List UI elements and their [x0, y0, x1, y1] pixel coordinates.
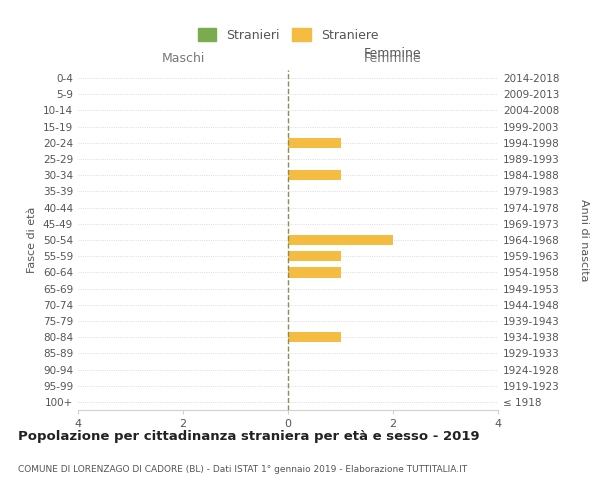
Legend: Stranieri, Straniere: Stranieri, Straniere	[191, 22, 385, 48]
Bar	[288, 332, 341, 342]
Y-axis label: Anni di nascita: Anni di nascita	[579, 198, 589, 281]
Text: Femmine: Femmine	[364, 52, 422, 65]
Text: Popolazione per cittadinanza straniera per età e sesso - 2019: Popolazione per cittadinanza straniera p…	[18, 430, 479, 443]
Bar	[288, 251, 341, 262]
Bar	[288, 267, 341, 278]
Text: Femmine: Femmine	[364, 47, 422, 60]
Text: Maschi: Maschi	[161, 52, 205, 65]
Text: COMUNE DI LORENZAGO DI CADORE (BL) - Dati ISTAT 1° gennaio 2019 - Elaborazione T: COMUNE DI LORENZAGO DI CADORE (BL) - Dat…	[18, 465, 467, 474]
Bar	[288, 234, 393, 246]
Y-axis label: Fasce di età: Fasce di età	[28, 207, 37, 273]
Bar	[288, 170, 341, 180]
Bar	[288, 138, 341, 148]
